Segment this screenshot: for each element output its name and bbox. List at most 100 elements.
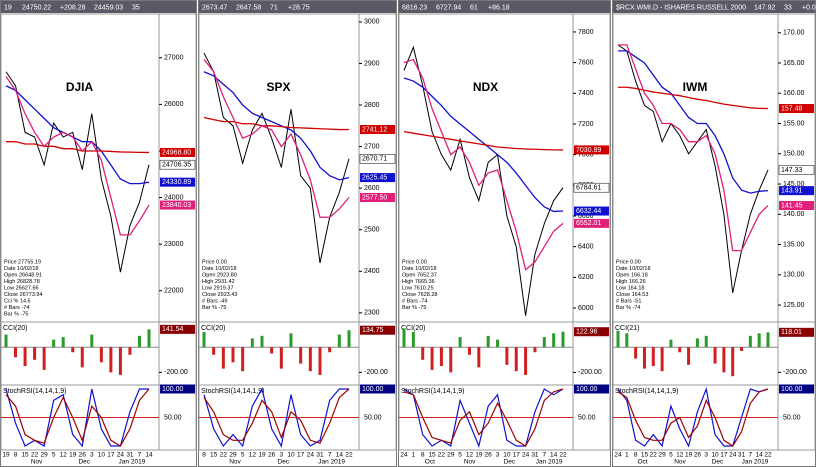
chart-title: DJIA (66, 80, 94, 94)
x-tick-label: 19 (2, 452, 10, 459)
x-tick-label: 15 (428, 452, 436, 459)
x-tick-label: 19 (258, 452, 266, 459)
y-tick-label: 22000 (164, 288, 184, 295)
cci-bar (514, 347, 518, 372)
level-box (778, 165, 815, 175)
cci-bar (80, 347, 84, 368)
header-text: $RCX.WMI.D - ISHARES RUSSELL 2000 (616, 4, 746, 11)
cci-bar (118, 347, 122, 375)
x-month-label: Nov (464, 459, 476, 466)
y-tick-label: 6600 (578, 213, 594, 220)
info-text: Low 7610.25 (402, 285, 434, 291)
stoch-line (617, 386, 769, 448)
y-tick-label: 50.00 (783, 414, 801, 421)
x-tick-label: 12 (60, 452, 68, 459)
pane-title: StochRSI(14,14,1,9) (615, 388, 678, 395)
level-label: 7030.89 (576, 147, 601, 154)
header-bar (1, 1, 196, 13)
x-tick-label: 31 (738, 452, 746, 459)
pane-title: CCI(20) (3, 325, 28, 332)
cci-bar (250, 338, 254, 348)
cci-bar (421, 347, 425, 360)
x-month-label: Jan 2019 (318, 459, 345, 466)
info-text: # Bars -74 (4, 305, 29, 311)
cci-bar (748, 335, 752, 348)
y-tick-label: -200.00 (364, 369, 388, 376)
price-line (403, 131, 564, 151)
cci-bar (757, 333, 761, 348)
level-label: 2670.71 (362, 156, 387, 163)
y-tick-label: 125.00 (783, 302, 805, 309)
cci-bar (411, 332, 415, 348)
x-tick-label: 31 (531, 452, 539, 459)
info-text: Open 7652.37 (402, 272, 437, 278)
level-label: 143.91 (781, 187, 803, 194)
x-tick-label: 1 (625, 452, 629, 459)
info-text: Price 0.00 (202, 259, 227, 265)
x-tick-label: 7 (749, 452, 753, 459)
cci-bar (496, 339, 500, 348)
stoch-value-label: 100.00 (362, 386, 384, 393)
info-text: # Bars -49 (202, 298, 227, 304)
x-month-label: Jan 2019 (742, 459, 769, 466)
info-text: Close 164.53 (616, 292, 648, 298)
cci-bar (642, 347, 646, 369)
header-text: 6816.23 (402, 4, 427, 11)
panel-frame (612, 0, 816, 467)
cci-bar (202, 332, 206, 348)
header-text: 2673.47 (202, 4, 227, 11)
x-tick-label: 15 (641, 452, 649, 459)
cci-bar (458, 337, 462, 348)
x-tick-label: 7 (138, 452, 142, 459)
info-text: Bar % -75 (4, 311, 28, 317)
level-box (360, 193, 395, 203)
x-tick-label: 12 (249, 452, 257, 459)
cci-bar (71, 347, 75, 353)
stoch-line (5, 388, 150, 447)
cci-bar (687, 347, 691, 365)
info-text: Price 0.00 (616, 259, 641, 265)
x-tick-label: 17 (297, 452, 305, 459)
cci-bar (669, 339, 673, 348)
cci-bar (561, 331, 565, 348)
cci-bar (109, 347, 113, 373)
info-text: Open 26648.91 (4, 272, 42, 278)
cci-bar (212, 347, 216, 355)
y-tick-label: -200.00 (783, 369, 807, 376)
x-month-label: Dec (278, 459, 290, 466)
cci-bar (137, 335, 141, 348)
cci-bar (221, 347, 225, 369)
cci-bar (660, 347, 664, 372)
info-text: High 166.26 (616, 279, 646, 285)
y-tick-label: 7000 (578, 151, 594, 158)
cci-bar (616, 330, 620, 348)
y-tick-label: 2800 (364, 102, 380, 109)
cci-bar (52, 339, 56, 348)
header-text: +86.18 (488, 4, 510, 11)
x-tick-label: 26 (79, 452, 87, 459)
cci-bar (299, 347, 303, 364)
cci-bar (552, 333, 556, 348)
x-month-label: Jan 2019 (536, 459, 563, 466)
cci-bar (651, 347, 655, 367)
x-tick-label: 22 (438, 452, 446, 459)
y-tick-label: 2300 (364, 310, 380, 317)
x-tick-label: 19 (69, 452, 77, 459)
header-bar (199, 1, 396, 13)
level-box (574, 145, 609, 155)
cci-bar (467, 347, 471, 355)
stoch-value-label: 100.00 (162, 386, 184, 393)
price-line (403, 77, 564, 213)
y-tick-label: 150.00 (783, 151, 805, 158)
info-text: High 7665.36 (402, 279, 435, 285)
cci-bar (308, 347, 312, 372)
header-text: +208.28 (60, 4, 86, 11)
cci-bar (402, 328, 406, 348)
pane-title: StochRSI(14,14,1,9) (201, 388, 264, 395)
price-line (403, 45, 564, 316)
y-tick-label: 50.00 (578, 414, 596, 421)
info-text: High 26828.78 (4, 279, 40, 285)
x-tick-label: 29 (229, 452, 237, 459)
info-text: Price 0.00 (402, 259, 427, 265)
x-tick-label: 15 (210, 452, 218, 459)
